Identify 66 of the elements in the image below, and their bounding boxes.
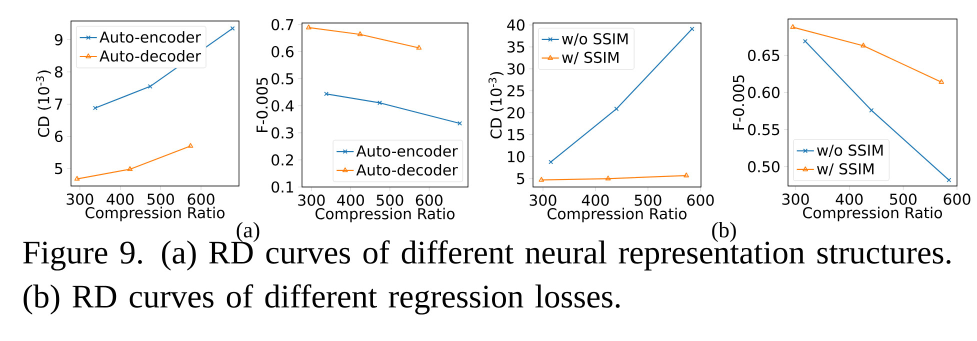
text: (b) [712, 222, 736, 242]
point [127, 166, 133, 171]
x-axis-title: Compression Ratio [548, 208, 687, 222]
x-tick-label: 600 [944, 194, 970, 205]
y-tick-label: 0.7 [272, 18, 294, 30]
y-tick-label: 0.65 [748, 50, 780, 62]
legend-label: Auto-decoder [356, 164, 458, 176]
text: (a) [236, 222, 260, 242]
y-tick-label: 5 [517, 173, 524, 184]
y-tick-label: 0.4 [272, 100, 294, 112]
y-tick-label: 6 [54, 130, 63, 142]
y-tick-label: 0.60 [748, 86, 780, 98]
legend-label: w/o SSIM [562, 33, 628, 46]
point [377, 100, 382, 106]
x-tick-label: 600 [188, 194, 214, 205]
y-tick-label: 0.2 [272, 154, 293, 166]
legend-label: w/o SSIM [817, 144, 883, 158]
y-tick-label: 7 [55, 98, 62, 110]
x-tick-label: 400 [337, 194, 364, 206]
point [869, 108, 874, 113]
y-tick-label: 30 [508, 63, 524, 75]
y-tick-label: 0.55 [748, 124, 780, 136]
y-tick-label: 0.3 [272, 127, 294, 139]
y-tick-label: 35 [508, 41, 524, 53]
y-tick-label: 5 [55, 163, 62, 174]
x-tick-label: 500 [376, 194, 404, 206]
legend-label: w/ SSIM [562, 52, 618, 64]
x-tick-label: 500 [634, 194, 662, 206]
x-tick-label: 300 [66, 194, 94, 205]
point [357, 31, 363, 36]
legend-label: Auto-encoder [356, 145, 458, 157]
point [614, 106, 619, 112]
y-tick-label: 15 [508, 129, 524, 140]
x-tick-label: 600 [416, 194, 442, 206]
point [860, 42, 866, 48]
x-tick-label: 400 [836, 194, 863, 205]
x-tick-label: 300 [782, 194, 809, 205]
legend-label: w/ SSIM [817, 163, 874, 176]
x-tick-label: 300 [530, 194, 556, 206]
legend-label: Auto-decoder [100, 50, 202, 62]
y-tick-label: 0.50 [748, 161, 780, 172]
legend-label: Auto-encoder [100, 31, 202, 43]
x-tick-label: 500 [148, 194, 174, 205]
x-tick-label: 500 [890, 194, 916, 205]
point [605, 176, 611, 180]
y-tick-label: 9 [54, 34, 62, 46]
x-axis-title: Compression Ratio [803, 206, 942, 222]
y-tick-label: 40 [507, 19, 524, 31]
x-tick-label: 300 [298, 194, 325, 206]
y-tick-label: 8 [54, 66, 62, 78]
y-tick-label: 0.6 [272, 46, 294, 58]
x-axis-title: Compression Ratio [316, 208, 455, 222]
x-axis-title: Compression Ratio [86, 206, 224, 222]
y-tick-label: 0.1 [272, 181, 294, 193]
y-axis-title: F-0.005 [256, 78, 268, 132]
x-tick-label: 400 [582, 194, 609, 206]
y-tick-label: 25 [507, 85, 524, 97]
y-axis-title: F-0.005 [732, 75, 744, 130]
y-axis-title: CD (10$^{-3}$) [488, 72, 504, 138]
point [148, 84, 152, 89]
x-tick-label: 600 [687, 194, 714, 206]
y-axis-title: CD (10$^{-3}$) [36, 70, 52, 137]
y-tick-label: 10 [508, 151, 524, 162]
x-tick-label: 400 [106, 194, 134, 205]
y-tick-label: 0.5 [272, 73, 294, 84]
y-tick-label: 20 [507, 107, 524, 118]
